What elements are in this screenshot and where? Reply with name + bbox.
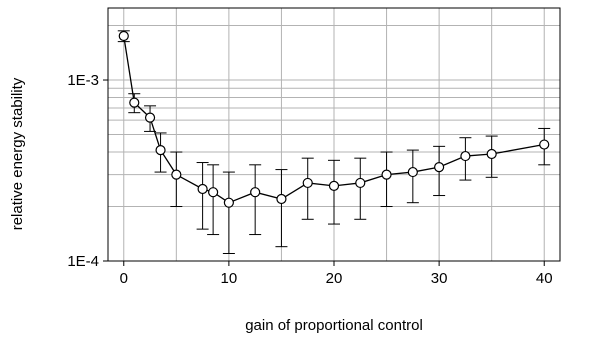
grid [108, 8, 560, 262]
y-tick-label: 1E-4 [67, 253, 99, 270]
x-tick-label: 30 [431, 270, 448, 287]
data-point [118, 30, 129, 42]
data-point [171, 169, 182, 180]
y-tick-label: 1E-3 [67, 72, 99, 89]
data-point [250, 187, 261, 198]
x-tick-label: 40 [536, 270, 553, 287]
data-point [208, 187, 219, 198]
data-point [223, 197, 234, 208]
ticks: 0 10 20 30 40 1E-4 1E-3 [67, 72, 552, 287]
data-point [460, 150, 471, 162]
y-axis-label: relative energy stability [9, 77, 26, 230]
x-axis-label: gain of proportional control [245, 317, 423, 334]
x-tick-label: 0 [120, 270, 128, 287]
x-tick-label: 20 [326, 270, 343, 287]
data-point [129, 97, 140, 108]
data-point [197, 183, 208, 195]
data-point [381, 169, 392, 180]
data-point [328, 180, 340, 191]
data-point [155, 144, 166, 156]
data-point [302, 177, 313, 189]
data-point [434, 162, 445, 173]
data-point [539, 139, 550, 150]
x-tick-label: 10 [221, 270, 238, 287]
data-point [407, 166, 418, 178]
data-point [486, 148, 497, 160]
data-series [117, 30, 551, 255]
data-point [276, 193, 287, 205]
data-point [144, 112, 156, 123]
data-point [355, 177, 366, 189]
